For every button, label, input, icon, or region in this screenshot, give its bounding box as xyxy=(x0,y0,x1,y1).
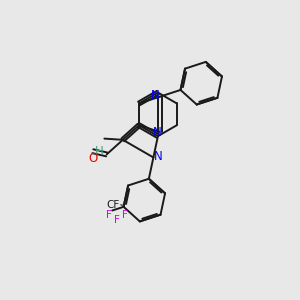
Text: H: H xyxy=(95,145,104,158)
Text: O: O xyxy=(88,152,98,165)
Text: N: N xyxy=(151,89,159,102)
Text: N: N xyxy=(152,127,161,140)
Text: F: F xyxy=(122,211,128,220)
Text: F: F xyxy=(114,215,120,225)
Text: F: F xyxy=(106,211,112,220)
Text: CF₃: CF₃ xyxy=(106,200,124,210)
Text: N: N xyxy=(154,150,163,163)
